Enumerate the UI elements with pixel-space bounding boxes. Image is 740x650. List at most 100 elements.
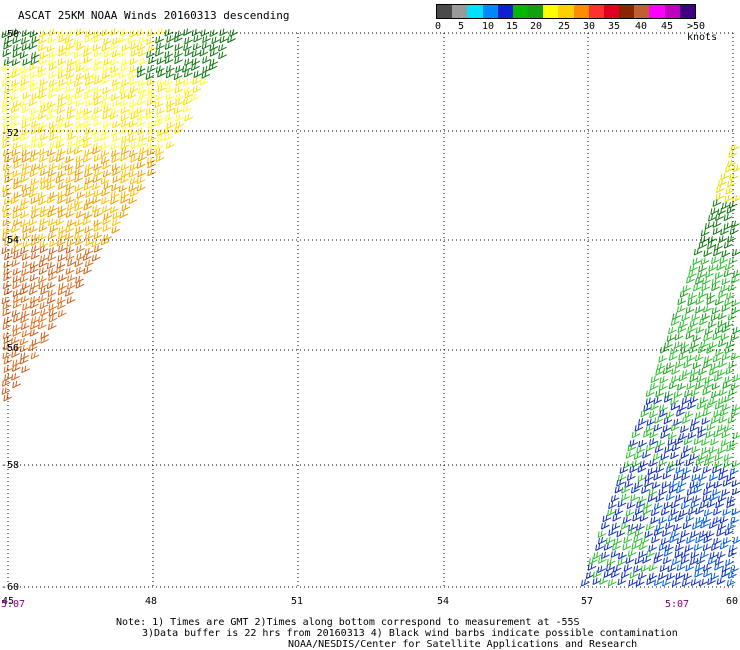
wind-barb xyxy=(654,551,664,560)
wind-barb xyxy=(65,267,75,275)
wind-barb xyxy=(75,64,85,73)
legend-swatch xyxy=(664,5,680,18)
wind-barb xyxy=(175,65,184,74)
wind-barb xyxy=(639,514,649,522)
wind-barb xyxy=(102,217,112,225)
wind-barb xyxy=(626,473,636,481)
wind-barb xyxy=(716,577,726,585)
wind-barb xyxy=(67,140,77,148)
axis-labels: 45 48 51 54 57 60 -50 -52 -54 -56 -58 -6… xyxy=(1,29,738,610)
wind-barb xyxy=(2,322,12,330)
wind-barb xyxy=(110,190,120,199)
wind-barb xyxy=(3,365,13,373)
wind-barb xyxy=(714,402,724,410)
wind-barb xyxy=(147,160,157,169)
wind-barb xyxy=(22,189,31,198)
wind-barb xyxy=(202,56,211,64)
wind-barb xyxy=(714,563,723,571)
wind-barb xyxy=(650,403,659,411)
wind-barb xyxy=(659,409,668,418)
wind-barb xyxy=(714,557,724,566)
wind-barb xyxy=(678,353,688,361)
wind-barb xyxy=(28,287,38,296)
wind-barb xyxy=(182,97,192,106)
wind-barb xyxy=(65,176,75,184)
wind-barb xyxy=(174,43,184,52)
wind-barb xyxy=(165,93,175,101)
wind-barb xyxy=(29,184,39,192)
wind-barb xyxy=(698,578,708,587)
wind-barb xyxy=(128,107,138,115)
wind-barb xyxy=(29,322,39,330)
wind-barb xyxy=(184,36,193,45)
wind-barb xyxy=(13,295,22,303)
wind-barb xyxy=(12,44,22,52)
wind-barb xyxy=(634,556,644,565)
wind-barb xyxy=(21,168,30,177)
wind-barb xyxy=(65,182,75,191)
wind-barb xyxy=(20,295,30,303)
wind-barb xyxy=(121,58,130,66)
wind-barb xyxy=(12,142,22,150)
wind-barb xyxy=(164,56,174,65)
wind-barb xyxy=(680,451,690,459)
wind-barb xyxy=(682,445,692,453)
wind-barb xyxy=(621,493,630,502)
wind-barb xyxy=(707,320,717,329)
wind-barb xyxy=(670,397,679,405)
wind-barb xyxy=(694,570,703,578)
wind-barb xyxy=(110,70,120,78)
wind-barb xyxy=(39,210,49,218)
wind-barb xyxy=(597,530,607,538)
wind-barb xyxy=(75,161,85,170)
legend-swatch xyxy=(543,5,559,18)
wind-barb xyxy=(692,334,702,342)
wind-barb xyxy=(173,34,183,43)
wind-barb xyxy=(48,315,58,323)
wind-barb xyxy=(1,105,11,113)
wind-barb xyxy=(688,346,698,354)
wind-barb xyxy=(64,163,74,171)
wind-barb xyxy=(40,336,49,344)
wind-barb xyxy=(120,141,130,150)
wind-barb xyxy=(93,106,103,115)
wind-barb xyxy=(110,107,120,115)
wind-barb xyxy=(710,438,719,446)
wind-barb xyxy=(121,79,130,87)
wind-barb xyxy=(192,85,202,94)
wind-barb xyxy=(676,409,685,417)
wind-barb xyxy=(697,430,706,439)
wind-barb xyxy=(37,126,47,134)
wind-barb xyxy=(129,30,138,38)
wind-barb xyxy=(660,452,670,461)
wind-barb xyxy=(720,284,729,293)
wind-barb xyxy=(183,69,193,78)
wind-barb xyxy=(101,100,110,108)
wind-barb xyxy=(118,70,128,79)
wind-barb xyxy=(46,281,56,290)
wind-barb xyxy=(136,119,146,127)
wind-barb xyxy=(603,570,613,578)
wind-barb xyxy=(718,339,727,348)
wind-barb xyxy=(703,569,712,578)
wind-barb xyxy=(82,134,92,142)
wind-barb xyxy=(601,551,610,560)
wind-barb xyxy=(102,112,112,120)
wind-barb xyxy=(76,245,85,253)
wind-barb xyxy=(686,382,696,390)
wind-barb xyxy=(718,415,728,424)
wind-barb xyxy=(721,277,731,286)
wind-barb xyxy=(184,91,194,99)
wind-barb xyxy=(58,274,67,282)
time-label-right: 5:07 xyxy=(665,599,689,610)
wind-barb xyxy=(58,226,67,234)
wind-barb xyxy=(699,501,709,509)
wind-barb xyxy=(112,211,122,220)
wind-barb xyxy=(719,409,729,417)
wind-barb xyxy=(1,246,11,255)
wind-barb xyxy=(57,71,67,79)
wind-barb xyxy=(101,188,110,197)
wind-barb xyxy=(721,403,731,412)
wind-barb xyxy=(696,375,706,383)
wind-barb xyxy=(691,418,700,426)
